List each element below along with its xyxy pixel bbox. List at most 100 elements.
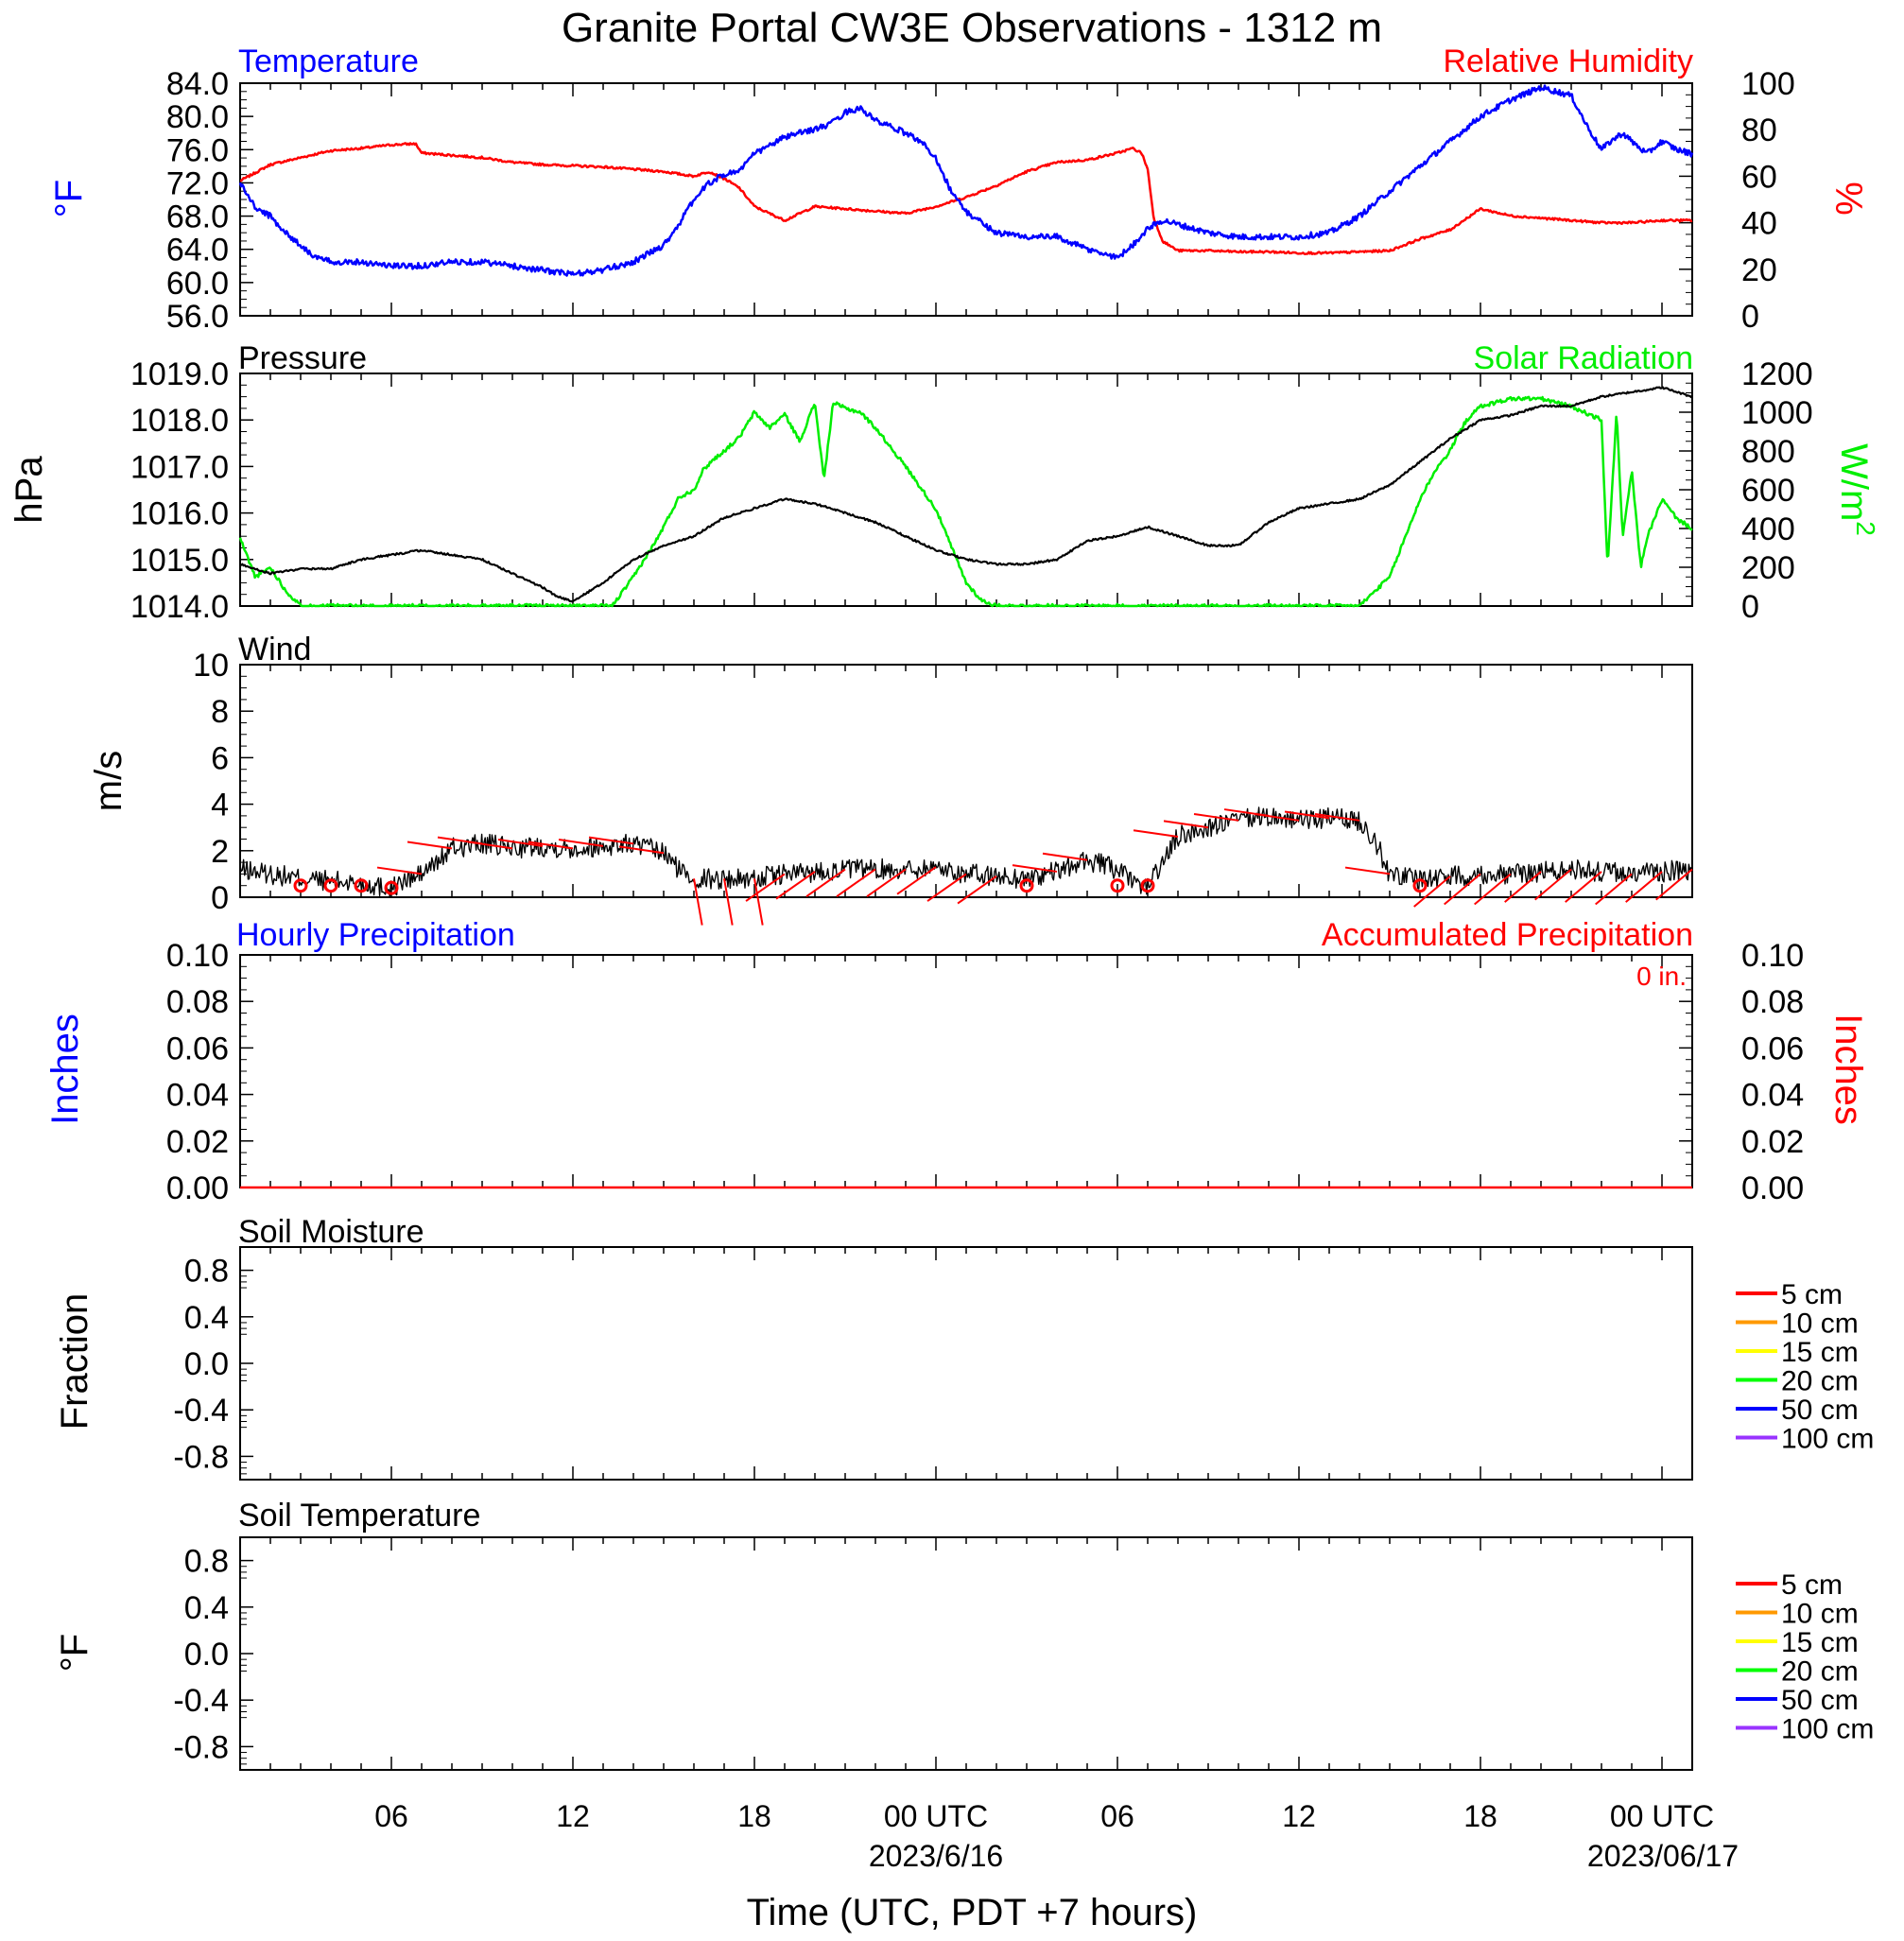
wind-barb — [528, 841, 574, 850]
temp_rh-frame — [239, 82, 1693, 317]
precip-left-tick-label: 0.02 — [166, 1124, 229, 1160]
x-tick-label: 00 UTC — [884, 1799, 988, 1833]
solar-unit-text: W/m — [1833, 443, 1875, 521]
legend-label: 15 cm — [1781, 1337, 1859, 1368]
pressure-left-tick-label: 1015.0 — [130, 543, 229, 579]
wind-unit-label: m/s — [88, 751, 130, 811]
pressure-right-tick-label: 600 — [1741, 473, 1795, 509]
wind-barb — [1163, 820, 1209, 829]
wind-calm-marker — [323, 878, 338, 893]
temp_rh-left-tick-label: 80.0 — [166, 99, 229, 135]
legend-label: 5 cm — [1781, 1279, 1843, 1310]
precip-right-tick-label: 0.04 — [1741, 1078, 1804, 1114]
wind-calm-marker — [1140, 878, 1155, 893]
soil_temp-left-tick-label: 0.0 — [184, 1637, 229, 1672]
wind-barb — [1284, 810, 1330, 820]
soil_moisture-left-tick-label: 0.8 — [184, 1254, 229, 1290]
data-layer — [238, 84, 1694, 1189]
x-tick-label: 18 — [1463, 1799, 1497, 1833]
precip-left-tick-label: 0.08 — [166, 984, 229, 1020]
soil_temp-left-tick-label: -0.4 — [173, 1683, 229, 1719]
pressure-left-tick-label: 1019.0 — [130, 356, 229, 392]
soil_temp-left-tick-label: -0.8 — [173, 1729, 229, 1765]
wind-barb — [896, 866, 937, 895]
precip-right-tick-label: 0.02 — [1741, 1124, 1804, 1160]
wind-left-tick-label: 0 — [211, 880, 229, 916]
solar-radiation-title: Solar Radiation — [1474, 340, 1693, 376]
pressure-right-tick-label: 200 — [1741, 550, 1795, 586]
soil_moisture-frame — [239, 1246, 1693, 1481]
wind-left-tick-label: 10 — [193, 648, 229, 684]
pressure-right-tick-label: 1200 — [1741, 356, 1813, 392]
wind-barb — [1193, 812, 1239, 822]
accumulated-precip-title: Accumulated Precipitation — [1322, 917, 1693, 953]
temp_rh-left-tick-label: 68.0 — [166, 199, 229, 235]
temp_rh-left-tick-label: 64.0 — [166, 233, 229, 269]
hourly-precip-title: Hourly Precipitation — [236, 917, 515, 953]
pressure-title: Pressure — [238, 340, 367, 376]
wind-barb — [745, 873, 786, 902]
pressure-line — [239, 386, 1693, 603]
legend-label: 5 cm — [1781, 1569, 1843, 1601]
pressure-right-tick-label: 400 — [1741, 511, 1795, 547]
temp_rh-left-tick-label: 60.0 — [166, 266, 229, 302]
precip-left-tick-label: 0.00 — [166, 1170, 229, 1206]
wind-barb — [1012, 864, 1058, 873]
legend-label: 20 cm — [1781, 1366, 1859, 1397]
wind-left-tick-label: 6 — [211, 740, 229, 776]
legend-label: 10 cm — [1781, 1599, 1859, 1630]
wind-left-tick-label: 4 — [211, 788, 229, 823]
precip-right-unit-label: Inches — [1827, 1014, 1869, 1125]
wind-barb — [1474, 873, 1512, 906]
temp_rh-left-tick-label: 56.0 — [166, 299, 229, 335]
wind-barb — [1254, 812, 1300, 822]
temp_rh-right-tick-label: 20 — [1741, 252, 1777, 288]
x-tick-label: 00 UTC — [1610, 1799, 1714, 1833]
humidity-line — [239, 142, 1693, 255]
wind-barb — [1444, 873, 1481, 906]
x-date-label-1: 2023/6/16 — [869, 1839, 1003, 1873]
pressure-left-tick-label: 1017.0 — [130, 449, 229, 485]
x-axis-label: Time (UTC, PDT +7 hours) — [747, 1892, 1198, 1933]
pressure-left-tick-label: 1016.0 — [130, 496, 229, 532]
legend-label: 100 cm — [1781, 1714, 1874, 1745]
x-tick-label: 06 — [374, 1799, 408, 1833]
pressure-unit-label: hPa — [9, 456, 50, 524]
precip-right-tick-label: 0.10 — [1741, 938, 1804, 974]
wind-barb — [407, 841, 453, 850]
wind-calm-marker — [384, 880, 399, 895]
wind-left-tick-label: 2 — [211, 834, 229, 870]
legend-label: 20 cm — [1781, 1656, 1859, 1688]
pressure-right-tick-label: 0 — [1741, 589, 1759, 625]
wind-barb — [1625, 871, 1663, 903]
soil-temperature-unit-label: °F — [54, 1634, 95, 1672]
pressure-left-tick-label: 1014.0 — [130, 589, 229, 625]
temperature-unit-label: °F — [48, 180, 90, 217]
wind-barb — [1595, 873, 1633, 906]
precip-left-tick-label: 0.04 — [166, 1078, 229, 1114]
wind-barb — [866, 868, 907, 897]
temp_rh-left-tick-label: 72.0 — [166, 165, 229, 201]
temp_rh-right-tick-label: 60 — [1741, 159, 1777, 195]
soil-moisture-title: Soil Moisture — [238, 1214, 424, 1250]
pressure-frame — [239, 373, 1693, 607]
soil_moisture-left-tick-label: -0.8 — [173, 1439, 229, 1475]
wind-barb — [618, 845, 665, 855]
wind-calm-marker — [1019, 878, 1034, 893]
soil-temperature-title: Soil Temperature — [238, 1498, 480, 1534]
soil_temp-left-tick-label: 0.4 — [184, 1590, 229, 1626]
wind-barb — [1314, 812, 1360, 822]
x-date-label-2: 2023/06/17 — [1587, 1839, 1739, 1873]
wind-barb — [497, 839, 544, 847]
wind-calm-marker — [354, 878, 369, 893]
wind-calm-marker — [1110, 878, 1125, 893]
wind-barb — [723, 878, 734, 926]
wind-barb — [1504, 871, 1542, 903]
solar-unit-superscript: 2 — [1851, 521, 1880, 536]
pressure-right-tick-label: 800 — [1741, 434, 1795, 470]
x-tick-label: 12 — [1282, 1799, 1316, 1833]
soil_moisture-left-tick-label: -0.4 — [173, 1393, 229, 1429]
temperature-line — [238, 84, 1694, 277]
